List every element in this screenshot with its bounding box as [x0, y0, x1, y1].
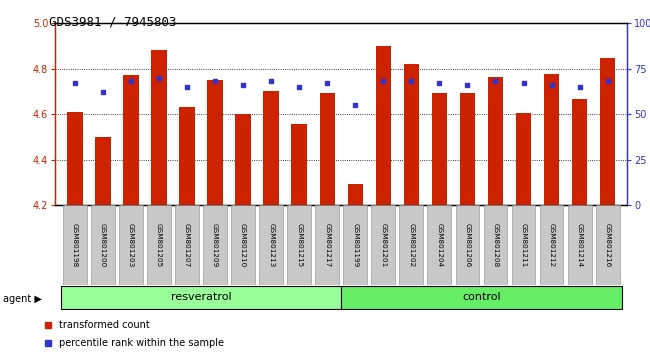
- Bar: [263, 91, 279, 205]
- FancyBboxPatch shape: [540, 205, 564, 285]
- Bar: [404, 64, 419, 205]
- Text: GSM801211: GSM801211: [521, 223, 526, 267]
- Bar: [460, 92, 475, 205]
- Text: control: control: [462, 292, 500, 302]
- FancyBboxPatch shape: [595, 205, 619, 285]
- Bar: [348, 184, 363, 205]
- FancyBboxPatch shape: [203, 205, 227, 285]
- Text: resveratrol: resveratrol: [171, 292, 231, 302]
- Text: agent ▶: agent ▶: [3, 294, 42, 304]
- Bar: [544, 74, 559, 205]
- FancyBboxPatch shape: [484, 205, 508, 285]
- Bar: [291, 124, 307, 205]
- FancyBboxPatch shape: [341, 286, 621, 308]
- Bar: [488, 76, 503, 205]
- FancyBboxPatch shape: [315, 205, 339, 285]
- FancyBboxPatch shape: [175, 205, 199, 285]
- Text: GSM801202: GSM801202: [408, 223, 414, 267]
- Text: GSM801201: GSM801201: [380, 223, 386, 267]
- FancyBboxPatch shape: [456, 205, 479, 285]
- FancyBboxPatch shape: [147, 205, 171, 285]
- Bar: [320, 92, 335, 205]
- Text: GSM801205: GSM801205: [156, 223, 162, 267]
- FancyBboxPatch shape: [567, 205, 592, 285]
- FancyBboxPatch shape: [119, 205, 143, 285]
- Text: GSM801206: GSM801206: [465, 223, 471, 267]
- FancyBboxPatch shape: [259, 205, 283, 285]
- Text: GSM801204: GSM801204: [436, 223, 443, 267]
- Bar: [151, 50, 166, 205]
- Text: GDS3981 / 7945803: GDS3981 / 7945803: [49, 16, 176, 29]
- FancyBboxPatch shape: [231, 205, 255, 285]
- FancyBboxPatch shape: [91, 205, 115, 285]
- Text: percentile rank within the sample: percentile rank within the sample: [58, 338, 224, 348]
- FancyBboxPatch shape: [428, 205, 451, 285]
- Text: GSM801216: GSM801216: [604, 223, 610, 267]
- FancyBboxPatch shape: [61, 286, 341, 308]
- Text: transformed count: transformed count: [58, 320, 150, 330]
- Bar: [432, 92, 447, 205]
- FancyBboxPatch shape: [371, 205, 395, 285]
- Bar: [124, 75, 138, 205]
- Text: GSM801209: GSM801209: [212, 223, 218, 267]
- FancyBboxPatch shape: [400, 205, 423, 285]
- FancyBboxPatch shape: [63, 205, 87, 285]
- Bar: [600, 58, 616, 205]
- Bar: [516, 113, 531, 205]
- Text: GSM801210: GSM801210: [240, 223, 246, 267]
- Bar: [207, 80, 223, 205]
- FancyBboxPatch shape: [287, 205, 311, 285]
- Text: GSM801207: GSM801207: [184, 223, 190, 267]
- Bar: [95, 137, 110, 205]
- Text: GSM801217: GSM801217: [324, 223, 330, 267]
- Text: GSM801215: GSM801215: [296, 223, 302, 267]
- Bar: [179, 107, 195, 205]
- Text: GSM801198: GSM801198: [72, 223, 78, 267]
- FancyBboxPatch shape: [343, 205, 367, 285]
- Bar: [67, 112, 83, 205]
- Text: GSM801199: GSM801199: [352, 223, 358, 267]
- Bar: [376, 46, 391, 205]
- Text: GSM801203: GSM801203: [128, 223, 134, 267]
- Bar: [235, 114, 251, 205]
- Text: GSM801212: GSM801212: [549, 223, 554, 267]
- Text: GSM801214: GSM801214: [577, 223, 582, 267]
- Text: GSM801208: GSM801208: [493, 223, 499, 267]
- Text: GSM801213: GSM801213: [268, 223, 274, 267]
- Bar: [572, 99, 588, 205]
- FancyBboxPatch shape: [512, 205, 536, 285]
- Text: GSM801200: GSM801200: [100, 223, 106, 267]
